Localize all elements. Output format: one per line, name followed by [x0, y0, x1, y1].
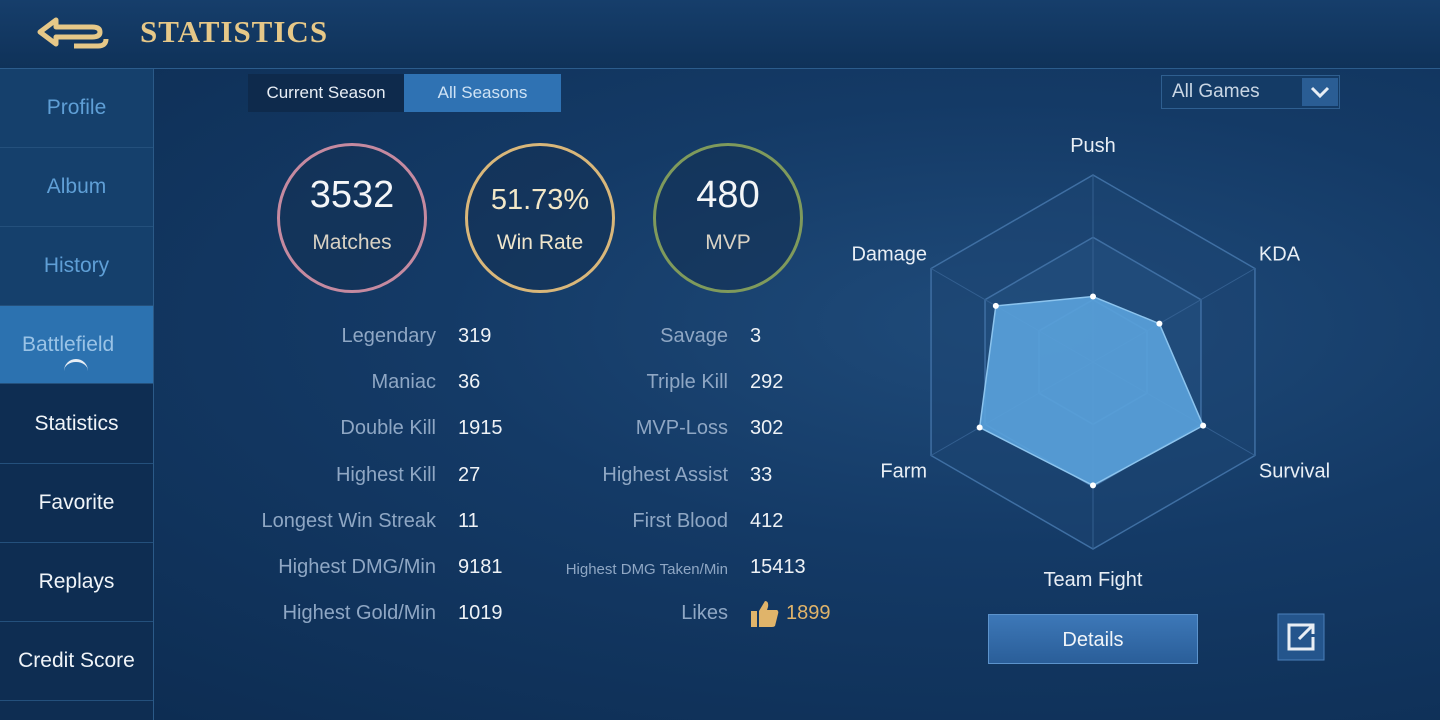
share-button[interactable] — [1277, 613, 1325, 661]
stat-label: MVP-Loss — [635, 417, 728, 440]
stat-label: Maniac — [371, 371, 436, 394]
summary-value: 51.73% — [490, 184, 590, 216]
sidebar: Profile Album History Battlefield Statistics… — [0, 69, 154, 720]
sidebar-item[interactable]: Profile — [0, 69, 153, 148]
sidebar-item[interactable]: Credit Score — [0, 622, 153, 701]
summary-circle: 51.73% Win Rate — [465, 143, 615, 293]
stat-value: 36 — [458, 371, 481, 394]
stat-label: Highest DMG Taken/Min — [565, 561, 728, 578]
season-tab[interactable]: All Seasons — [404, 74, 561, 112]
stat-value: 15413 — [750, 556, 806, 578]
stat-value: 33 — [750, 463, 773, 486]
summary-value: 480 — [696, 174, 760, 216]
like-icon — [751, 601, 779, 628]
radar-point — [1090, 482, 1096, 489]
radar-axis-label: Damage — [851, 244, 927, 266]
stat-label: Highest Kill — [335, 463, 436, 486]
radar-axis-label: Push — [1070, 135, 1116, 157]
stat-value: 1915 — [458, 417, 503, 440]
filter-label: All Games — [1172, 81, 1260, 102]
sidebar-item[interactable]: History — [0, 227, 153, 306]
stat-value: 9181 — [458, 556, 503, 578]
stat-value: 319 — [458, 325, 492, 347]
stat-label: Savage — [660, 325, 728, 347]
summary-label: MVP — [705, 231, 751, 254]
summary-circle: 3532 Matches — [277, 143, 427, 293]
radar-point — [1200, 422, 1207, 429]
sidebar-item[interactable]: Replays — [0, 543, 153, 622]
back-button[interactable] — [34, 12, 110, 52]
stat-value: 292 — [750, 371, 784, 394]
stat-value: 412 — [750, 509, 784, 532]
radar-axis-label: KDA — [1259, 244, 1301, 266]
radar-axis-label: Survival — [1259, 461, 1330, 483]
stat-value: 3 — [750, 325, 762, 347]
details-button[interactable]: Details — [988, 614, 1198, 664]
stat-label: Double Kill — [340, 417, 436, 440]
stat-value: 27 — [458, 463, 481, 486]
stat-label: Legendary — [341, 325, 436, 347]
filter-dropdown[interactable]: All Games — [1161, 75, 1340, 109]
page-title: STATISTICS — [140, 14, 329, 49]
season-tab[interactable]: Current Season — [248, 74, 404, 112]
radar-axis-label: Farm — [880, 461, 927, 483]
summary-label: Matches — [312, 231, 392, 254]
sidebar-item[interactable]: Album — [0, 148, 153, 227]
summary-circle: 480 MVP — [653, 143, 803, 293]
expand-arrow — [64, 359, 88, 372]
stat-label: Highest DMG/Min — [278, 556, 436, 578]
top-bar: STATISTICS — [0, 0, 1440, 69]
radar-point — [1090, 293, 1096, 300]
stat-value: 11 — [458, 509, 479, 532]
stat-label: Longest Win Streak — [261, 509, 436, 532]
stat-value: 302 — [750, 417, 784, 440]
stat-label: Triple Kill — [646, 371, 729, 394]
radar-axis-label: Team Fight — [1044, 569, 1143, 591]
stat-value: 1899 — [786, 602, 831, 625]
summary-label: Win Rate — [496, 231, 584, 254]
stat-value: 1019 — [458, 602, 503, 625]
stat-label: Likes — [681, 602, 728, 625]
dropdown-arrow — [1302, 78, 1338, 106]
sidebar-item[interactable]: Favorite — [0, 464, 153, 543]
stat-label: First Blood — [632, 509, 728, 532]
radar-point — [992, 302, 999, 309]
sidebar-item[interactable]: Statistics — [0, 385, 153, 464]
summary-value: 3532 — [309, 174, 395, 216]
radar-point — [1156, 320, 1163, 327]
radar-point — [976, 424, 983, 431]
stat-label: Highest Gold/Min — [282, 602, 436, 625]
stat-label: Highest Assist — [602, 463, 728, 486]
